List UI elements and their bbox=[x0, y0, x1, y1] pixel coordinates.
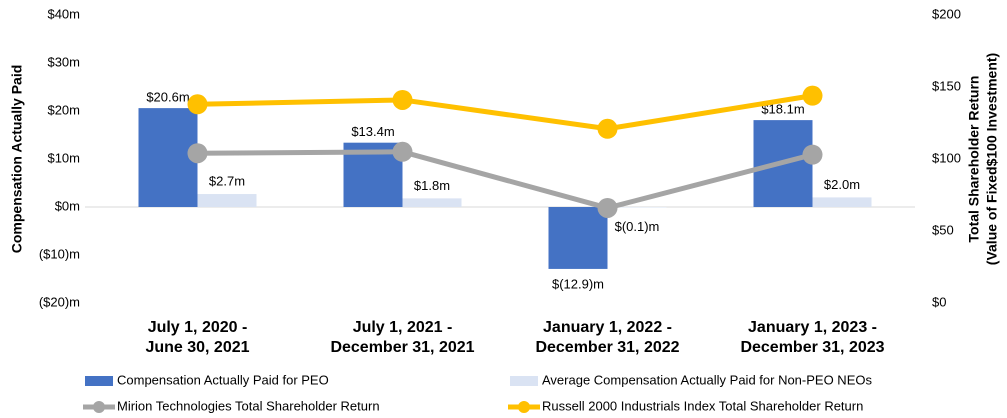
point bbox=[187, 94, 208, 115]
data-label: $18.1m bbox=[761, 102, 804, 117]
x-tick-label: January 1, 2023 - December 31, 2023 bbox=[740, 319, 885, 356]
y2-tick-label: $100 bbox=[932, 150, 961, 165]
legend-swatch bbox=[510, 376, 538, 386]
legend-swatch bbox=[518, 401, 530, 413]
y-tick-label: $10m bbox=[47, 150, 80, 165]
bar bbox=[812, 197, 872, 207]
legend-label: Russell 2000 Industrials Index Total Sha… bbox=[542, 398, 863, 413]
point bbox=[597, 118, 618, 139]
point bbox=[802, 85, 823, 106]
y2-axis-title: (Value of Fixed$100 Investment) bbox=[984, 53, 1000, 265]
y-tick-label: ($20)m bbox=[39, 294, 80, 309]
point bbox=[392, 141, 413, 162]
bar bbox=[548, 207, 608, 269]
legend-label: Mirion Technologies Total Shareholder Re… bbox=[117, 398, 380, 413]
point bbox=[802, 144, 823, 165]
y-tick-label: $20m bbox=[47, 102, 80, 117]
x-tick-label: July 1, 2020 - June 30, 2021 bbox=[145, 319, 250, 356]
legend-swatch bbox=[93, 401, 105, 413]
y-tick-label: $40m bbox=[47, 6, 80, 21]
y-tick-label: $0m bbox=[55, 198, 80, 213]
data-label: $2.0m bbox=[824, 177, 860, 192]
data-label: $1.8m bbox=[414, 178, 450, 193]
data-label: $(0.1)m bbox=[615, 219, 660, 234]
y-tick-label: $30m bbox=[47, 54, 80, 69]
y2-axis-title: Total Shareholder Return bbox=[966, 76, 982, 243]
bar bbox=[402, 198, 462, 207]
y2-tick-label: $50 bbox=[932, 222, 954, 237]
point bbox=[597, 197, 618, 218]
y2-tick-label: $200 bbox=[932, 6, 961, 21]
x-tick-label: January 1, 2022 - December 31, 2022 bbox=[535, 319, 680, 356]
y2-tick-label: $150 bbox=[932, 78, 961, 93]
legend-label: Compensation Actually Paid for PEO bbox=[117, 372, 329, 387]
data-label: $13.4m bbox=[351, 124, 394, 139]
bar bbox=[197, 194, 257, 207]
point bbox=[392, 89, 413, 110]
line bbox=[197, 149, 814, 211]
line bbox=[197, 93, 813, 132]
x-tick-label: July 1, 2021 - December 31, 2021 bbox=[330, 319, 475, 356]
y2-tick-label: $0 bbox=[932, 294, 946, 309]
legend-swatch bbox=[85, 376, 113, 386]
legend-label: Average Compensation Actually Paid for N… bbox=[542, 372, 872, 387]
data-label: $2.7m bbox=[209, 173, 245, 188]
data-label: $20.6m bbox=[146, 90, 189, 105]
data-label: $(12.9)m bbox=[552, 276, 604, 291]
y-axis-title: Compensation Actually Paid bbox=[9, 65, 25, 254]
y-tick-label: ($10)m bbox=[39, 246, 80, 261]
bar bbox=[138, 108, 198, 207]
point bbox=[187, 143, 208, 164]
